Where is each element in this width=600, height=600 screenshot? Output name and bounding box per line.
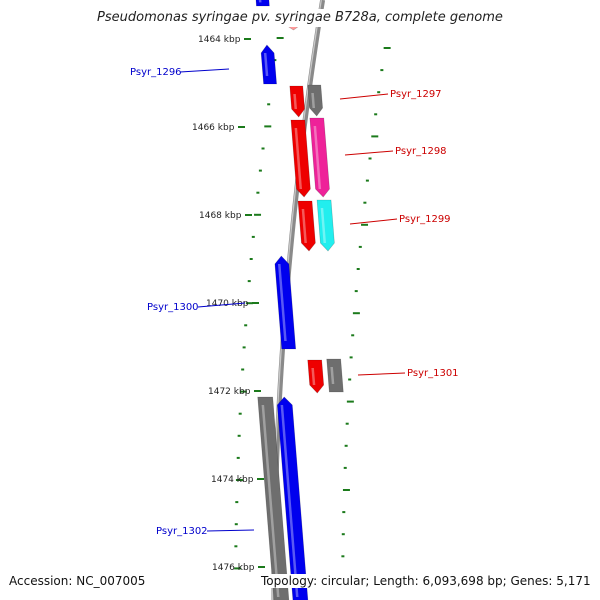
gene-label-2: Psyr_1297 — [390, 89, 442, 100]
gene-label-7: Psyr_1302 — [156, 526, 208, 537]
gene-label-leader — [357, 372, 406, 376]
psyr-1297-grey-gene — [307, 84, 323, 117]
psyr-1296-gene-highlight — [263, 53, 269, 76]
psyr-1297-red-gene-highlight — [293, 94, 297, 109]
gene-features — [255, 0, 344, 600]
psyr-1300-gene-highlight — [278, 264, 287, 341]
gene-label-4: Psyr_1299 — [399, 214, 451, 225]
psyr-1296-gene — [260, 44, 277, 85]
gene-label-leader — [179, 68, 230, 73]
genome-summary-text: Topology: circular; Length: 6,093,698 bp… — [261, 574, 591, 588]
inner-tick-ring — [234, 37, 284, 570]
psyr-1298-red-gene-highlight — [294, 128, 302, 189]
psyr-1299-red-gene — [297, 200, 316, 252]
gene-label-3: Psyr_1298 — [395, 146, 447, 157]
psyr-1298-pink-gene — [309, 117, 330, 198]
psyr-1299-cyan-gene-highlight — [320, 208, 326, 243]
psyr-1302-grey-gene-highlight — [261, 405, 280, 597]
axis-labels: 1464 kbp 1466 kbp 1468 kbp 1470 kbp 1472 kbp… — [192, 35, 265, 573]
psyr-1301-red-gene-highlight — [311, 368, 316, 385]
gene-label-5: Psyr_1300 — [147, 302, 199, 313]
axis-label-3: 1468 kbp — [199, 211, 242, 221]
psyr-1297-red-gene — [289, 85, 305, 118]
gene-label-leader — [197, 302, 246, 308]
psyr-1301-grey-gene — [326, 358, 344, 393]
gene-label-leader — [349, 218, 398, 225]
top-partial-blue-gene-highlight — [258, 0, 262, 3]
psyr-1299-red-gene-highlight — [301, 209, 307, 243]
accession-text: Accession: NC_007005 — [9, 574, 146, 588]
gene-label-leader — [344, 150, 394, 156]
psyr-1301-grey-gene-highlight — [330, 367, 335, 384]
axis-label-2: 1466 kbp — [192, 123, 235, 133]
psyr-1297-grey-gene-highlight — [311, 93, 315, 108]
psyr-1302-grey-gene — [257, 396, 290, 600]
psyr-1299-cyan-gene — [316, 199, 335, 252]
outer-tick-ring — [341, 47, 391, 580]
psyr-1298-red-gene — [290, 119, 311, 198]
axis-label-1: 1464 kbp — [198, 35, 241, 45]
gene-label-leader — [339, 93, 389, 100]
psyr-1301-red-gene — [307, 359, 325, 394]
axis-label-7: 1476 kbp — [212, 563, 255, 573]
top-partial-blue-gene — [255, 0, 270, 7]
psyr-1302-blue-gene-highlight — [280, 405, 299, 597]
psyr-1298-pink-gene-highlight — [313, 126, 322, 189]
axis-label-5: 1472 kbp — [208, 387, 251, 397]
map-title: Pseudomonas syringae pv. syringae B728a,… — [0, 9, 600, 27]
axis-label-6: 1474 kbp — [211, 475, 254, 485]
gene-label-6: Psyr_1301 — [407, 368, 459, 379]
gene-labels: Psyr_1296 Psyr_1297 Psyr_1298 Psyr_1299 Psyr… — [130, 67, 459, 537]
axis-label-4: 1470 kbp — [206, 299, 249, 309]
gene-label-1: Psyr_1296 — [130, 67, 182, 78]
psyr-1302-blue-gene — [276, 396, 309, 600]
gene-label-leader — [206, 529, 255, 532]
psyr-1300-gene — [274, 255, 297, 350]
